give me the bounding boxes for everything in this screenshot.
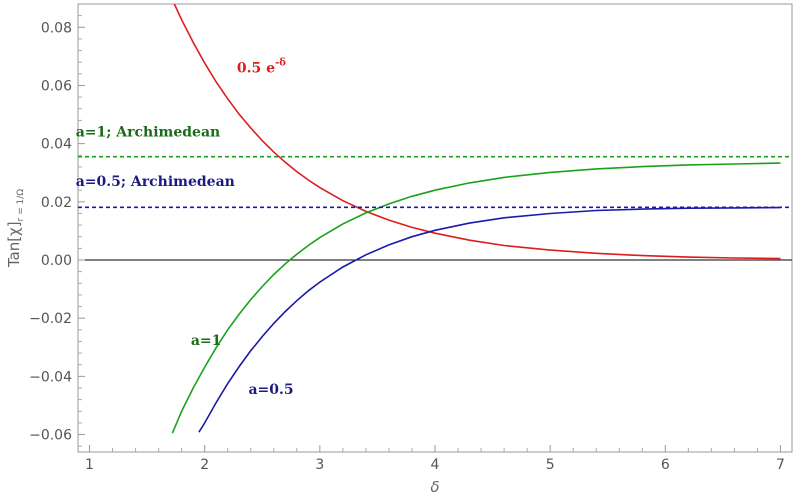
series-line	[173, 4, 781, 260]
annotation-layer: 0.5 e-δ a=1; Archimedean a=0.5; Archimedea…	[76, 57, 294, 397]
x-axis-title: δ	[430, 478, 439, 496]
series-annotation: a=1	[191, 333, 222, 349]
y-tick-label: 0.00	[41, 253, 72, 269]
series-annotation: a=0.5; Archimedean	[76, 174, 235, 190]
y-axis-title: Tan[χ]r = 1/Ω	[5, 189, 26, 268]
y-tick-label: −0.02	[29, 311, 72, 327]
x-tick-label: 7	[776, 457, 785, 473]
y-axis-title-text: Tan[χ]r = 1/Ω	[5, 189, 26, 268]
y-tick-label: 0.08	[41, 20, 72, 36]
x-tick-label: 6	[661, 457, 670, 473]
series-annotation: 0.5 e-δ	[237, 57, 286, 76]
series-layer	[78, 4, 792, 434]
x-axis-ticks: 1 2 3 4 5 6 7	[85, 445, 785, 473]
series-line	[171, 162, 781, 434]
y-axis-ticks: −0.06 −0.04 −0.02 0.00 0.02 0.04 0.06 0.08	[29, 15, 85, 447]
x-tick-label: 5	[546, 457, 555, 473]
y-tick-label: 0.02	[41, 195, 72, 211]
y-tick-label: 0.04	[41, 137, 72, 153]
x-tick-label: 4	[431, 457, 440, 473]
plot-frame	[77, 3, 793, 453]
series-annotation: a=0.5	[248, 382, 293, 398]
series-line	[198, 206, 781, 433]
x-tick-label: 1	[85, 457, 94, 473]
y-tick-label: −0.06	[29, 428, 72, 444]
x-tick-label: 2	[200, 457, 209, 473]
series-annotation: a=1; Archimedean	[76, 124, 221, 140]
y-tick-label: −0.04	[29, 369, 72, 385]
x-tick-label: 3	[315, 457, 324, 473]
y-tick-label: 0.06	[41, 78, 72, 94]
